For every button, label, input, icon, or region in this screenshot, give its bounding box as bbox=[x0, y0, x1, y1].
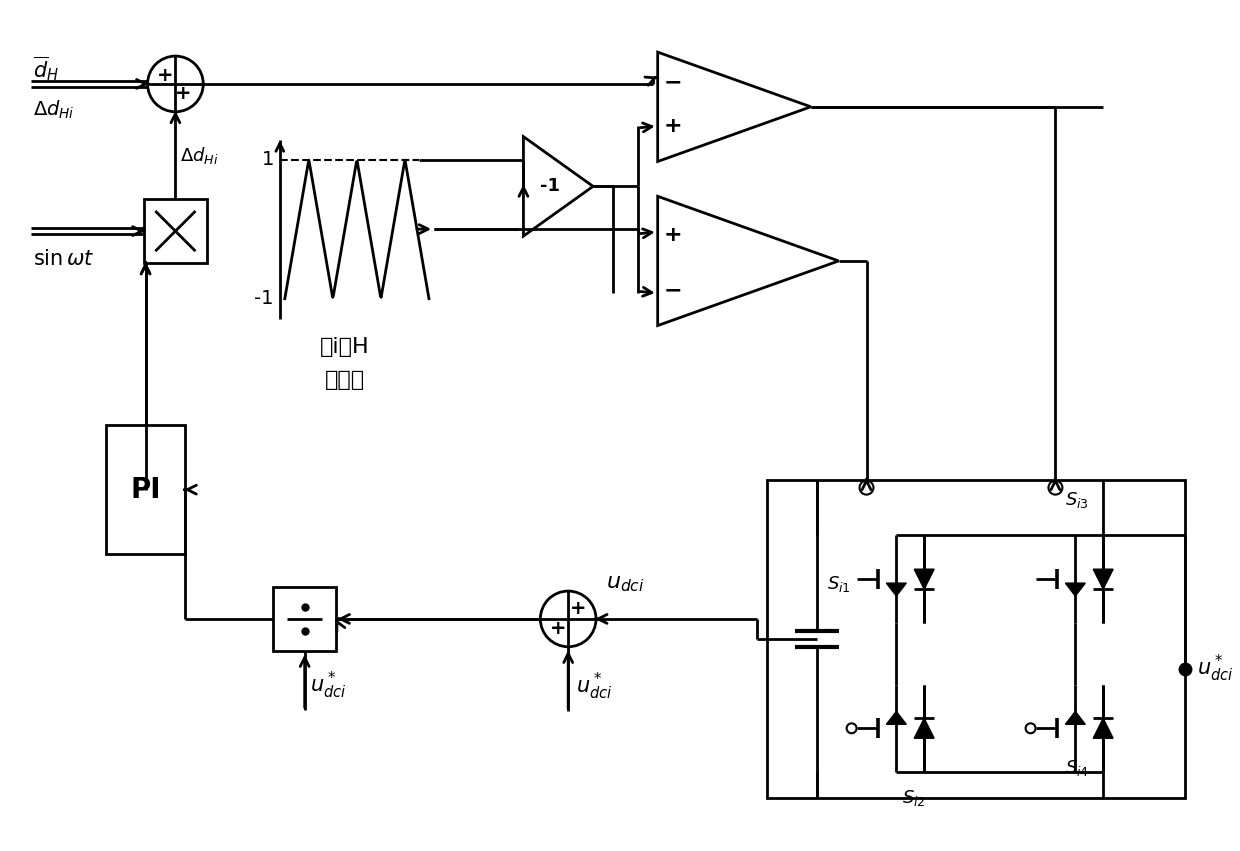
Text: 第i个H: 第i个H bbox=[320, 336, 370, 357]
Text: -1: -1 bbox=[539, 177, 560, 196]
Polygon shape bbox=[914, 569, 934, 589]
Text: $u_{dci}^*$: $u_{dci}^*$ bbox=[1197, 653, 1234, 684]
Text: +: + bbox=[175, 84, 192, 103]
Text: 桥载波: 桥载波 bbox=[325, 370, 365, 391]
Text: 1: 1 bbox=[262, 150, 274, 169]
Text: $S_{i1}$: $S_{i1}$ bbox=[827, 574, 851, 594]
Text: +: + bbox=[551, 620, 567, 638]
Text: $\sin\omega t$: $\sin\omega t$ bbox=[33, 249, 94, 269]
Polygon shape bbox=[1065, 583, 1085, 596]
Text: $\Delta d_{Hi}$: $\Delta d_{Hi}$ bbox=[33, 99, 74, 121]
Bar bbox=[105, 425, 185, 554]
Polygon shape bbox=[1094, 569, 1114, 589]
Bar bbox=[768, 480, 1184, 798]
Text: +: + bbox=[157, 66, 174, 85]
Text: −: − bbox=[663, 72, 682, 92]
Polygon shape bbox=[1094, 718, 1114, 738]
Text: $\overline{d}_H$: $\overline{d}_H$ bbox=[33, 54, 60, 83]
Polygon shape bbox=[1065, 711, 1085, 724]
Text: $u_{dci}^*$: $u_{dci}^*$ bbox=[577, 671, 613, 702]
Text: $S_{i2}$: $S_{i2}$ bbox=[903, 788, 926, 808]
Text: PI: PI bbox=[130, 476, 161, 504]
Text: $S_{i4}$: $S_{i4}$ bbox=[1065, 758, 1090, 778]
Text: +: + bbox=[663, 116, 682, 136]
Bar bbox=[144, 199, 207, 263]
Text: $u_{dci}$: $u_{dci}$ bbox=[606, 574, 645, 594]
Bar bbox=[273, 587, 336, 651]
Polygon shape bbox=[914, 718, 934, 738]
Text: +: + bbox=[663, 225, 682, 245]
Text: $\Delta d_{Hi}$: $\Delta d_{Hi}$ bbox=[180, 145, 219, 166]
Text: −: − bbox=[663, 280, 682, 300]
Polygon shape bbox=[887, 711, 906, 724]
Text: $S_{i3}$: $S_{i3}$ bbox=[1065, 489, 1089, 510]
Text: +: + bbox=[570, 599, 587, 619]
Text: -1: -1 bbox=[254, 289, 274, 308]
Polygon shape bbox=[887, 583, 906, 596]
Text: $u_{dci}^*$: $u_{dci}^*$ bbox=[310, 670, 346, 701]
